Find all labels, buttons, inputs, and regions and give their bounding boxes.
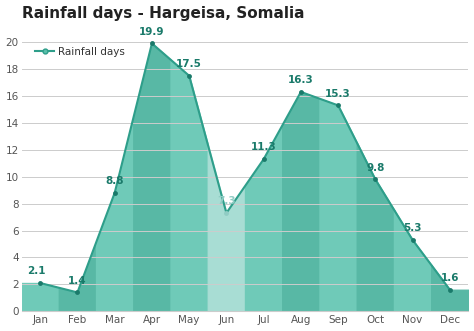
Text: 11.3: 11.3 — [251, 142, 276, 153]
Text: 15.3: 15.3 — [325, 89, 351, 99]
Text: 5.3: 5.3 — [403, 223, 422, 233]
Text: 1.4: 1.4 — [68, 276, 87, 286]
Legend: Rainfall days: Rainfall days — [31, 42, 129, 61]
Text: 19.9: 19.9 — [139, 27, 164, 37]
Text: Rainfall days - Hargeisa, Somalia: Rainfall days - Hargeisa, Somalia — [22, 6, 304, 21]
Text: 7.3: 7.3 — [217, 196, 236, 206]
Text: 16.3: 16.3 — [288, 75, 314, 85]
Text: 2.1: 2.1 — [27, 266, 46, 276]
Text: 17.5: 17.5 — [176, 59, 202, 69]
Text: 9.8: 9.8 — [366, 163, 384, 173]
Text: 8.8: 8.8 — [105, 176, 124, 186]
Text: 1.6: 1.6 — [440, 273, 459, 283]
